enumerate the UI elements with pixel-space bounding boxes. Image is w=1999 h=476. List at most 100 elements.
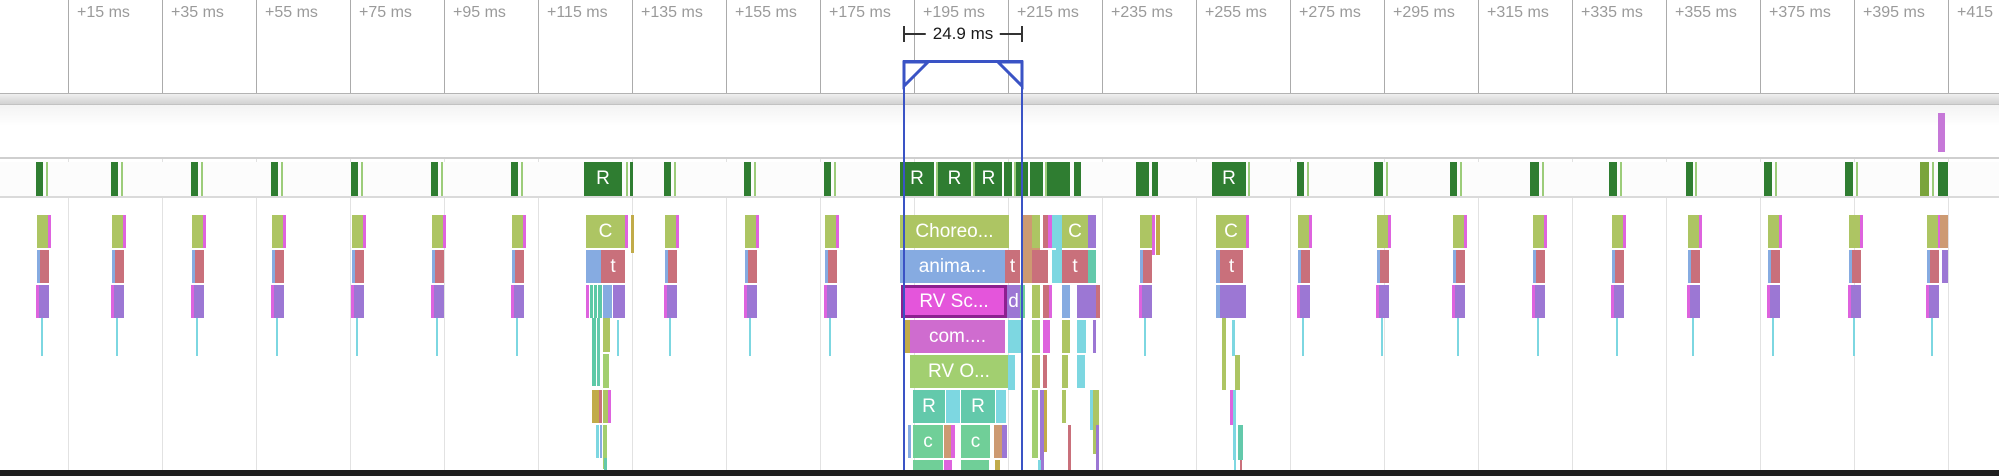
flame-event[interactable] [829, 318, 831, 356]
flame-event[interactable] [592, 318, 596, 386]
flame-event[interactable] [1096, 425, 1099, 470]
raster-tick-event[interactable] [1047, 162, 1070, 196]
flame-event[interactable] [1096, 285, 1100, 318]
flame-event[interactable] [272, 215, 284, 248]
flame-event[interactable] [1537, 318, 1539, 356]
flame-event[interactable] [1062, 390, 1066, 423]
flame-event[interactable] [434, 285, 444, 318]
flame-event[interactable] [1152, 215, 1155, 255]
flame-event[interactable] [515, 250, 524, 283]
raster-tick-event[interactable] [1016, 162, 1028, 196]
flame-event[interactable] [514, 285, 524, 318]
flame-event[interactable] [1623, 215, 1626, 248]
flame-event[interactable] [994, 425, 1002, 458]
flame-event[interactable] [668, 250, 677, 283]
flame-event[interactable] [1077, 320, 1086, 353]
rasterize-event[interactable]: R [1212, 162, 1246, 196]
flame-event[interactable] [1453, 215, 1465, 248]
flame-event[interactable] [676, 215, 679, 248]
flame-event[interactable] [1300, 285, 1310, 318]
flame-event[interactable] [598, 285, 602, 318]
flame-event[interactable] [111, 285, 114, 318]
raster-tick-event[interactable] [191, 162, 198, 196]
flame-event[interactable] [1379, 285, 1389, 318]
flame-event[interactable] [37, 250, 40, 283]
raster-tick-event[interactable] [754, 162, 756, 196]
flame-event[interactable] [192, 215, 204, 248]
horizontal-scrollbar[interactable] [0, 93, 1999, 105]
flame-event[interactable] [1301, 250, 1310, 283]
flame-event[interactable] [1377, 215, 1389, 248]
flame-event[interactable] [1942, 250, 1948, 283]
flame-event[interactable] [597, 318, 600, 386]
flame-event[interactable] [274, 285, 284, 318]
flame-event[interactable] [603, 285, 612, 318]
raster-tick-event[interactable] [201, 162, 203, 196]
flame-event[interactable] [283, 215, 286, 248]
raster-tick-event[interactable] [1450, 162, 1457, 196]
flame-event[interactable] [1062, 320, 1070, 353]
flame-event[interactable] [946, 390, 960, 423]
raster-tick-event[interactable] [1938, 162, 1948, 196]
flame-event[interactable] [1768, 250, 1771, 283]
flame-event[interactable] [608, 390, 611, 423]
flame-event[interactable] [996, 390, 1006, 423]
raster-tick-event[interactable] [834, 162, 836, 196]
flame-event[interactable] [112, 215, 124, 248]
raster-tick-event[interactable] [1775, 162, 1777, 196]
frames-track[interactable] [0, 105, 1999, 158]
flame-event[interactable] [1688, 250, 1691, 283]
flame-event[interactable] [748, 250, 757, 283]
flame-event[interactable] [665, 215, 677, 248]
flame-event[interactable] [995, 460, 1000, 470]
flame-event[interactable] [749, 318, 751, 356]
flame-event[interactable] [1612, 250, 1615, 283]
raster-tick-event[interactable] [630, 162, 633, 196]
flame-event[interactable] [1771, 250, 1780, 283]
flame-event[interactable] [112, 250, 115, 283]
flame-event[interactable] [1927, 215, 1939, 248]
flame-event[interactable] [1048, 215, 1052, 248]
flame-event[interactable] [603, 318, 610, 352]
flame-event-labeled[interactable]: C [1216, 215, 1246, 248]
flame-event[interactable] [1930, 250, 1939, 283]
flame-event[interactable] [272, 250, 275, 283]
flame-event[interactable] [594, 285, 597, 318]
raster-tick-event[interactable] [1152, 162, 1158, 196]
flame-event[interactable] [1298, 215, 1310, 248]
raster-tick-event[interactable] [744, 162, 751, 196]
flame-event[interactable] [1851, 285, 1861, 318]
flame-event[interactable] [603, 390, 608, 423]
flame-event-labeled[interactable]: Choreo... [900, 215, 1009, 248]
rasterize-event[interactable]: R [938, 162, 971, 196]
flame-event-labeled[interactable]: RV O... [910, 355, 1008, 388]
flame-event[interactable] [431, 285, 434, 318]
raster-tick-event[interactable] [824, 162, 831, 196]
flame-event[interactable] [436, 318, 438, 356]
flame-event[interactable] [827, 285, 837, 318]
flame-event[interactable] [1156, 215, 1160, 255]
flame-event[interactable] [1452, 285, 1455, 318]
flame-event-labeled[interactable]: t [1220, 250, 1243, 283]
flame-event[interactable] [1142, 285, 1152, 318]
flame-event[interactable] [1008, 355, 1015, 390]
flame-event[interactable] [271, 285, 274, 318]
flame-event[interactable] [1853, 318, 1855, 356]
flame-event[interactable] [1691, 250, 1700, 283]
raster-tick-event[interactable] [441, 162, 443, 196]
flame-event[interactable] [1380, 250, 1389, 283]
raster-tick-event[interactable] [1004, 162, 1012, 196]
flame-event[interactable] [1043, 320, 1050, 353]
flame-event[interactable] [40, 250, 49, 283]
flame-event[interactable] [1612, 215, 1624, 248]
flame-event[interactable] [1692, 318, 1694, 356]
flame-event[interactable] [1140, 215, 1152, 248]
flame-event[interactable] [944, 460, 952, 470]
flame-event[interactable] [1533, 250, 1536, 283]
flame-event[interactable] [275, 250, 284, 283]
flame-event[interactable] [667, 285, 677, 318]
flame-event[interactable] [1848, 285, 1851, 318]
flame-event[interactable] [1302, 318, 1304, 356]
flame-event[interactable] [523, 215, 526, 248]
rasterize-event[interactable]: R [584, 162, 622, 196]
